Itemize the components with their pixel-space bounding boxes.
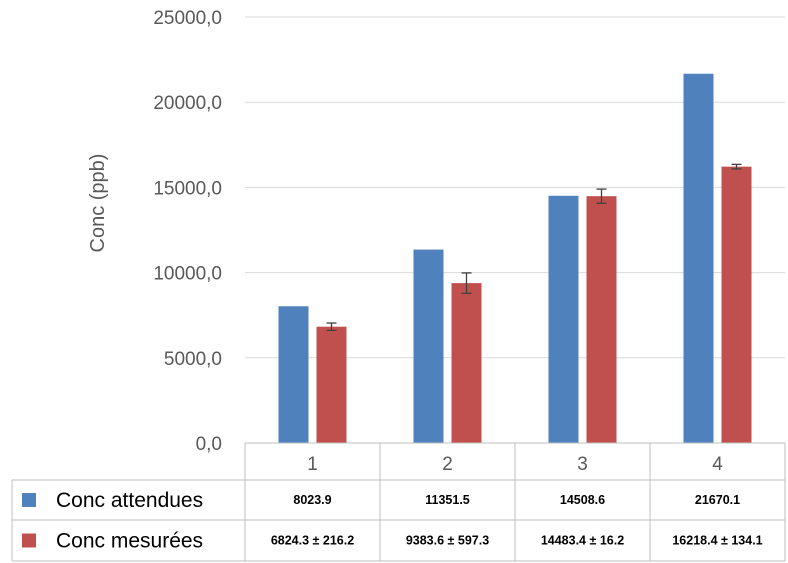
category-label: 4 bbox=[712, 454, 723, 475]
y-axis-ticks: 0,0 5000,0 10000,0 15000,0 20000,0 25000,0 bbox=[153, 8, 222, 455]
legend-label: Conc attendues bbox=[56, 489, 203, 512]
y-tick-label: 10000,0 bbox=[153, 264, 222, 285]
legend-swatch bbox=[22, 534, 36, 548]
table-cell: 16218.4 ± 134.1 bbox=[672, 534, 762, 548]
y-tick-label: 15000,0 bbox=[153, 178, 222, 199]
bar-mesurees bbox=[722, 167, 752, 443]
table-cell: 14483.4 ± 16.2 bbox=[541, 534, 624, 548]
category-label: 2 bbox=[442, 454, 453, 475]
y-tick-label: 5000,0 bbox=[164, 349, 222, 370]
legend-label: Conc mesurées bbox=[56, 530, 203, 553]
y-tick-label: 0,0 bbox=[196, 434, 222, 455]
y-tick-label: 20000,0 bbox=[153, 93, 222, 114]
table-cell: 21670.1 bbox=[695, 493, 740, 507]
table-cell: 9383.6 ± 597.3 bbox=[406, 534, 489, 548]
bar-attendues bbox=[279, 306, 309, 443]
bar-mesurees bbox=[317, 327, 347, 443]
table-cell: 8023.9 bbox=[293, 493, 331, 507]
y-axis-label: Conc (ppb) bbox=[87, 154, 109, 253]
table-cell: 11351.5 bbox=[425, 493, 470, 507]
bar-attendues bbox=[684, 74, 714, 443]
error-bars bbox=[327, 164, 742, 330]
category-label: 3 bbox=[577, 454, 588, 475]
bar-attendues bbox=[549, 196, 579, 443]
legend-swatch bbox=[22, 493, 36, 507]
bars bbox=[279, 74, 752, 443]
bar-attendues bbox=[414, 250, 444, 443]
table-cell: 14508.6 bbox=[560, 493, 605, 507]
table-cell: 6824.3 ± 216.2 bbox=[271, 534, 354, 548]
bar-mesurees bbox=[452, 283, 482, 443]
data-table: 1 2 3 4 Conc attendues 8023.9 11351.5 14508.6 21… bbox=[12, 443, 785, 561]
category-label: 1 bbox=[307, 454, 318, 475]
y-tick-label: 25000,0 bbox=[153, 8, 222, 29]
bar-mesurees bbox=[587, 196, 617, 443]
